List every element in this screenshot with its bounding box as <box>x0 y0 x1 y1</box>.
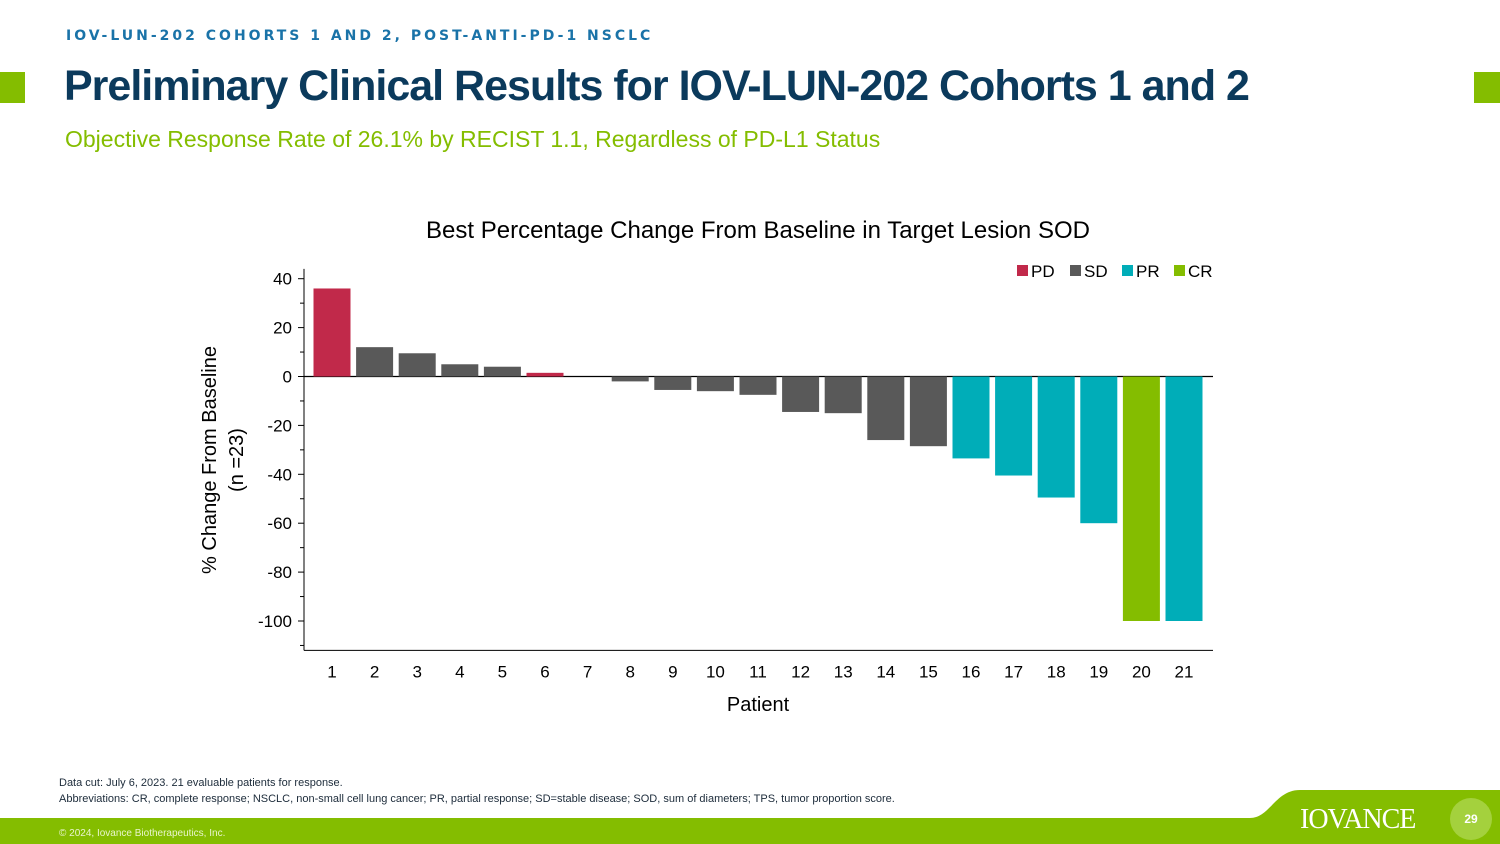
y-axis-label-group: % Change From Baseline (n =23) <box>199 346 248 574</box>
y-tick-label: -80 <box>267 563 292 582</box>
bar-patient-16 <box>952 376 990 459</box>
y-tick-label: -40 <box>267 465 292 484</box>
x-tick-label: 16 <box>962 662 981 681</box>
x-tick-label: 19 <box>1089 662 1108 681</box>
footnotes: Data cut: July 6, 2023. 21 evaluable pat… <box>59 775 895 807</box>
x-tick-label: 2 <box>370 662 379 681</box>
y-axis-label: % Change From Baseline <box>199 346 221 574</box>
bar-patient-17 <box>995 376 1033 476</box>
legend-label-pd: PD <box>1031 262 1055 281</box>
legend-swatch-pr <box>1122 265 1133 276</box>
x-tick-label: 21 <box>1175 662 1194 681</box>
y-tick-label: -100 <box>258 612 292 631</box>
legend-swatch-pd <box>1017 265 1028 276</box>
bar-patient-10 <box>696 376 734 392</box>
left-accent-block <box>0 72 25 103</box>
legend-label-sd: SD <box>1084 262 1108 281</box>
x-tick-label: 6 <box>540 662 549 681</box>
bar-patient-3 <box>398 353 436 377</box>
footnote-abbreviations: Abbreviations: CR, complete response; NS… <box>59 793 895 805</box>
right-accent-block <box>1474 72 1500 103</box>
y-tick-label: 20 <box>273 319 292 338</box>
x-tick-label: 5 <box>498 662 507 681</box>
slide-subtitle: Objective Response Rate of 26.1% by RECI… <box>65 126 881 152</box>
bar-patient-9 <box>654 376 692 390</box>
legend-label-pr: PR <box>1136 262 1160 281</box>
x-tick-label: 4 <box>455 662 464 681</box>
bar-patient-20 <box>1122 376 1160 621</box>
bar-patient-15 <box>909 376 947 447</box>
footer-band <box>0 818 1500 844</box>
bar-patient-21 <box>1165 376 1203 621</box>
bar-patient-1 <box>313 288 351 377</box>
bar-patient-5 <box>483 366 521 377</box>
y-tick-label: 40 <box>273 270 292 289</box>
bar-patient-19 <box>1080 376 1118 524</box>
x-tick-label: 12 <box>791 662 810 681</box>
legend-label-cr: CR <box>1188 262 1213 281</box>
page-number: 29 <box>1450 798 1492 840</box>
legend: PD SD PR CR <box>1017 262 1213 281</box>
x-tick-label: 3 <box>412 662 421 681</box>
y-tick-label: -60 <box>267 514 292 533</box>
x-tick-label: 11 <box>749 662 767 681</box>
y-tick-label: -20 <box>267 416 292 435</box>
bar-patient-6 <box>526 372 564 377</box>
x-tick-label: 9 <box>668 662 677 681</box>
bars <box>313 288 1203 621</box>
section-eyebrow: IOV-LUN-202 COHORTS 1 AND 2, POST-ANTI-P… <box>66 28 654 44</box>
copyright-text: © 2024, Iovance Biotherapeutics, Inc. <box>59 828 226 839</box>
footnote-data-cut: Data cut: July 6, 2023. 21 evaluable pat… <box>59 777 343 789</box>
bar-patient-18 <box>1037 376 1075 498</box>
x-tick-label: 14 <box>876 662 895 681</box>
legend-swatch-sd <box>1070 265 1081 276</box>
bar-patient-14 <box>867 376 905 441</box>
x-axis-label: Patient <box>727 694 790 716</box>
y-tick-label: 0 <box>283 368 292 387</box>
legend-swatch-cr <box>1174 265 1185 276</box>
x-tick-label: 18 <box>1047 662 1066 681</box>
bar-patient-11 <box>739 376 777 395</box>
bar-patient-12 <box>782 376 820 412</box>
x-tick-label: 20 <box>1132 662 1151 681</box>
x-tick-label: 17 <box>1004 662 1023 681</box>
x-tick-label: 1 <box>327 662 336 681</box>
x-tick-label: 8 <box>625 662 634 681</box>
y-axis-sublabel: (n =23) <box>226 428 248 492</box>
x-tick-label: 7 <box>583 662 592 681</box>
x-tick-label: 10 <box>706 662 725 681</box>
bar-patient-4 <box>441 364 479 377</box>
bar-patient-2 <box>356 347 394 377</box>
iovance-logo: IOVANCE <box>1300 804 1416 835</box>
slide-title: Preliminary Clinical Results for IOV-LUN… <box>64 62 1250 110</box>
x-tick-label: 13 <box>834 662 853 681</box>
x-tick-label: 15 <box>919 662 938 681</box>
bar-patient-13 <box>824 376 862 414</box>
chart-title: Best Percentage Change From Baseline in … <box>426 217 1090 244</box>
bar-patient-8 <box>611 376 649 382</box>
